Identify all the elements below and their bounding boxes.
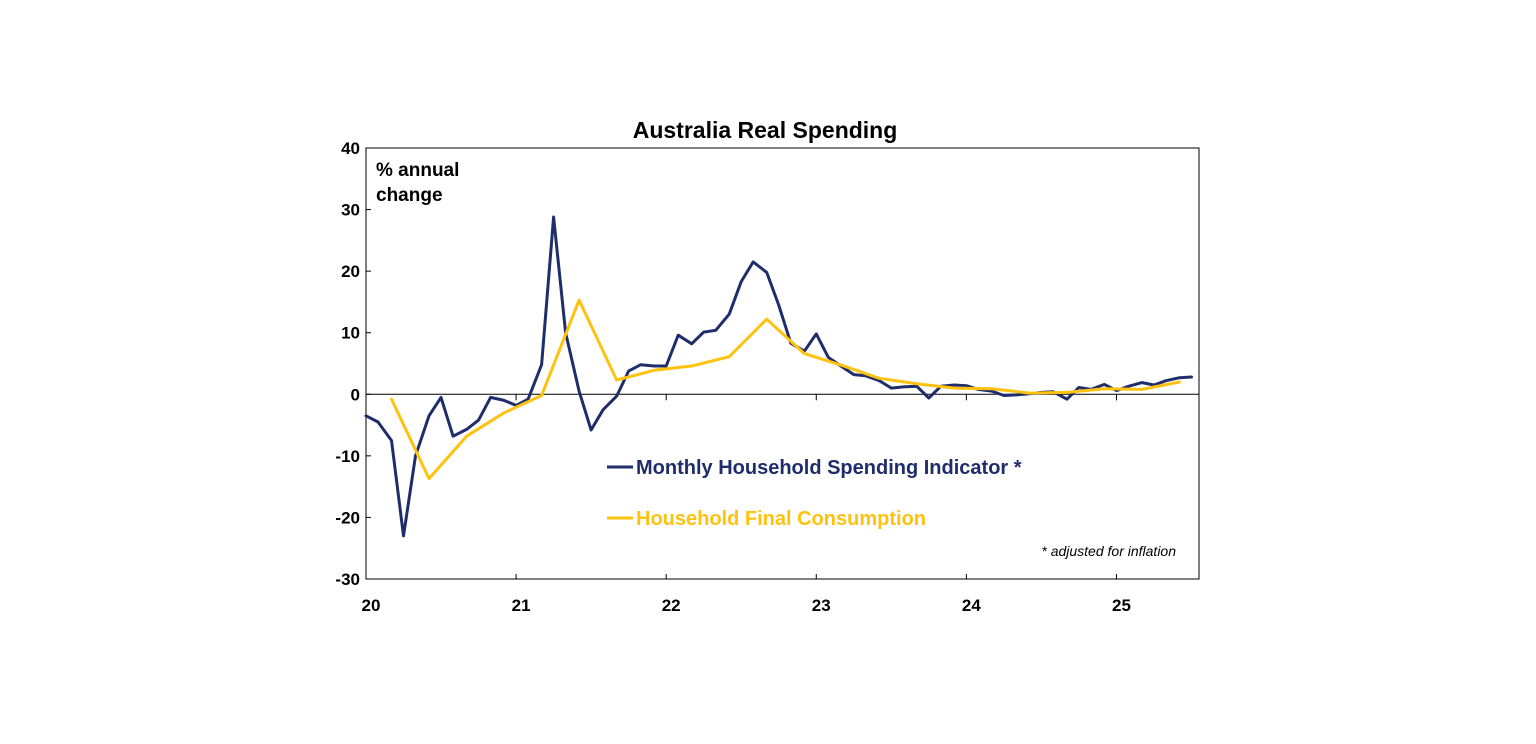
plot-area (365, 147, 1200, 580)
y-tick-label: -10 (335, 447, 360, 466)
x-tick-label: 25 (1112, 596, 1131, 615)
x-tick-label: 21 (512, 596, 531, 615)
y-tick-label: 10 (341, 324, 360, 343)
y-axis: 40 30 20 10 0 -10 -20 -30 (335, 139, 371, 589)
x-tick-label: 23 (812, 596, 831, 615)
x-tick-label: 20 (362, 596, 381, 615)
x-tick-label: 22 (662, 596, 681, 615)
legend: Monthly Household Spending Indicator * H… (607, 457, 1022, 530)
y-unit-label-line-2: change (376, 185, 443, 206)
y-unit-label-line-1: % annual (376, 160, 459, 181)
x-tick-label: 24 (962, 596, 981, 615)
y-tick-label: 30 (341, 201, 360, 220)
series-line-household-final-consumption (390, 298, 1181, 481)
footnote: * adjusted for inflation (1041, 543, 1176, 559)
y-tick-label: -30 (335, 570, 360, 589)
y-tick-label: 40 (341, 139, 360, 158)
y-tick-label: 20 (341, 262, 360, 281)
y-tick-label: -20 (335, 508, 360, 527)
legend-label-household-final-consumption: Household Final Consumption (636, 508, 926, 530)
series-lines (364, 215, 1193, 538)
y-tick-label: 0 (351, 385, 360, 404)
chart-title: Australia Real Spending (633, 117, 898, 143)
x-axis: 20 21 22 23 24 25 (362, 394, 1131, 615)
legend-label-monthly-household-spending: Monthly Household Spending Indicator * (636, 457, 1022, 479)
